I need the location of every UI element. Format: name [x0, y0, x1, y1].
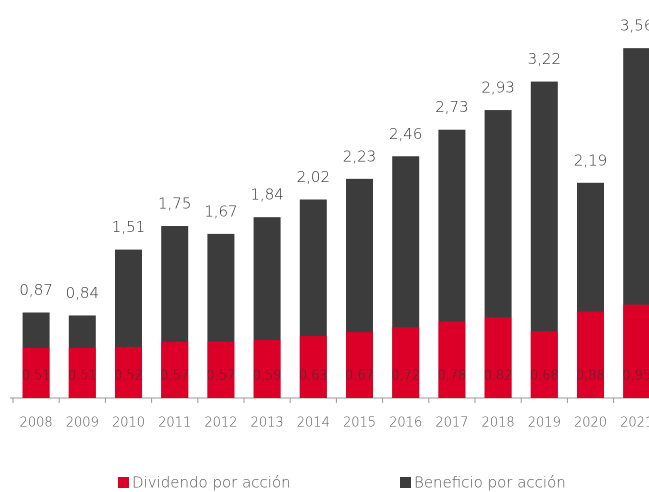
bar: [115, 346, 142, 398]
x-tick-label: 2019: [528, 416, 561, 431]
data-label: 0,84: [66, 284, 99, 302]
x-tick-label: 2012: [204, 416, 237, 431]
legend-label: Beneficio por acción: [414, 474, 566, 492]
x-tick-label: 2020: [574, 416, 607, 431]
data-label: 1,75: [158, 195, 191, 213]
data-label: 1,51: [112, 218, 145, 236]
bar: [299, 336, 327, 398]
x-tick-label: 2013: [251, 416, 284, 431]
bar: [207, 341, 235, 398]
data-label: 0,51: [22, 369, 51, 384]
data-label: 0,82: [484, 369, 513, 384]
legend-swatch: [118, 477, 129, 488]
bar: [438, 321, 466, 398]
data-label: 2,46: [389, 125, 422, 143]
x-tick-label: 2016: [389, 416, 422, 431]
x-tick-label: 2008: [20, 416, 53, 431]
bar: [577, 311, 604, 398]
bar: [530, 331, 558, 398]
data-label: 2,73: [435, 98, 468, 116]
x-tick-label: 2021: [620, 416, 649, 431]
data-label: 0,63: [299, 369, 328, 384]
data-label: 3,56: [620, 17, 649, 35]
data-label: 1,84: [250, 186, 283, 204]
bar: [68, 347, 96, 398]
bar: [392, 327, 420, 398]
data-label: 2,19: [574, 151, 607, 169]
data-label: 0,87: [19, 281, 52, 299]
bar: [484, 317, 512, 398]
data-label: 0,57: [160, 369, 189, 384]
x-tick-label: 2017: [435, 416, 468, 431]
data-label: 3,22: [528, 50, 561, 68]
legend-label: Dividendo por acción: [132, 474, 291, 492]
x-tick-label: 2018: [482, 416, 515, 431]
data-label: 0,68: [530, 369, 559, 384]
x-tick-label: 2015: [343, 416, 376, 431]
x-tick-label: 2014: [297, 416, 330, 431]
data-label: 0,78: [437, 369, 466, 384]
bar: [623, 304, 649, 398]
data-label: 0,59: [253, 369, 282, 384]
data-label: 0,52: [114, 369, 143, 384]
data-label: 0,51: [68, 369, 97, 384]
x-tick-label: 2009: [66, 416, 99, 431]
data-label: 0,67: [345, 369, 374, 384]
bar: [253, 340, 281, 398]
data-label: 1,67: [204, 202, 237, 220]
data-label: 0,95: [622, 369, 649, 384]
data-label: 2,93: [481, 79, 514, 97]
x-tick-label: 2010: [112, 416, 145, 431]
data-label: 0,88: [576, 369, 605, 384]
data-label: 0,57: [206, 369, 235, 384]
x-tick-label: 2011: [158, 416, 191, 431]
data-label: 2,23: [343, 147, 376, 165]
bar: [346, 332, 373, 398]
data-label: 2,02: [297, 168, 330, 186]
bar: [22, 347, 50, 398]
bar: [161, 341, 189, 398]
data-label: 0,72: [391, 369, 420, 384]
legend-swatch: [400, 477, 411, 488]
